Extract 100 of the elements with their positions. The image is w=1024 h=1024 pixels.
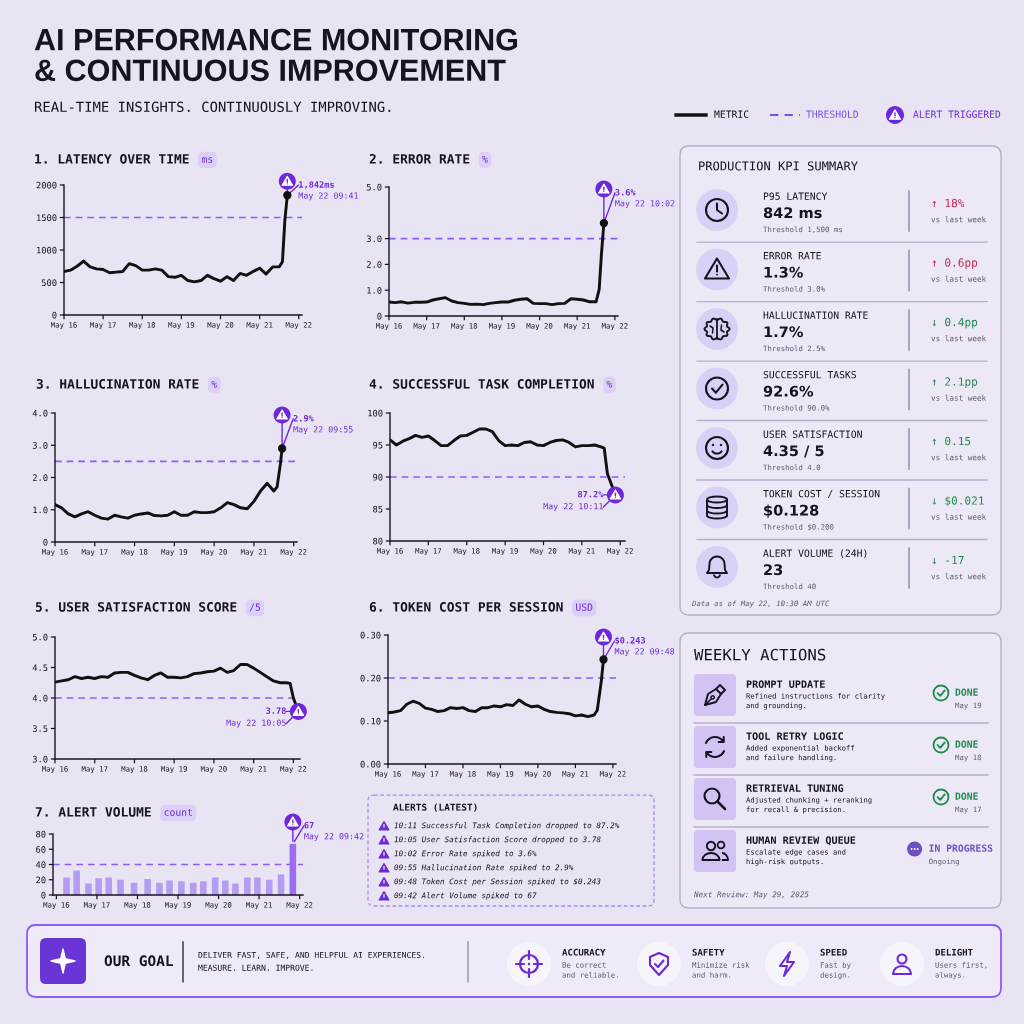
text: TOKEN COST / SESSION	[763, 489, 880, 499]
text: DELIVER FAST, SAFE, AND HELPFUL AI EXPERIENCES. MEASURE. LEARN. IMPROVE.	[198, 951, 425, 971]
y-tick-label: 3.5	[32, 725, 48, 732]
bar	[85, 883, 92, 895]
y-tick-label: 95	[373, 441, 383, 449]
y-tick-label: 3.0	[32, 442, 48, 449]
text: 4.35 / 5	[763, 445, 824, 458]
bar	[222, 880, 229, 895]
bar	[243, 877, 251, 895]
y-tick-label: 0	[43, 538, 48, 546]
y-axis-title: %	[211, 380, 217, 388]
annotation: $0.243	[615, 636, 646, 645]
y-tick-label: 80	[373, 537, 383, 545]
text: $0.128	[764, 504, 819, 518]
text: SPEED	[820, 948, 847, 956]
text: ALERT TRIGGERED	[913, 110, 1001, 118]
y-tick-label: 3.0	[32, 755, 48, 763]
chart-title: 2. ERROR RATE	[369, 153, 470, 164]
y-axis-title: %	[606, 380, 613, 388]
text: IN PROGRESS	[929, 844, 993, 852]
text: 1.3%	[764, 266, 803, 278]
annotation: May 22 09:41	[298, 192, 358, 201]
y-tick-label: 1000	[37, 246, 57, 254]
bar	[166, 880, 173, 895]
y-tick-label: 2000	[36, 181, 57, 189]
y-tick-label: 0.10	[360, 717, 381, 725]
text: USER SATISFACTION	[763, 430, 862, 438]
y-tick-label: 0.20	[360, 674, 381, 682]
y-axis-title: %	[482, 155, 488, 163]
text: HUMAN REVIEW QUEUE	[746, 836, 856, 846]
text: DONE	[955, 792, 978, 800]
y-tick-label: 40	[35, 861, 46, 868]
y-axis-title: count	[164, 808, 192, 816]
text: METRIC	[714, 110, 749, 118]
y-tick-label: 500	[41, 279, 57, 286]
y-tick-label: 5.0	[366, 183, 382, 191]
y-tick-label: 100	[368, 409, 383, 417]
text: ALERT VOLUME (24H)	[763, 549, 867, 558]
y-tick-label: 1.0	[367, 287, 382, 294]
y-tick-label: 60	[36, 846, 46, 853]
y-tick-label: 1500	[37, 214, 57, 221]
y-tick-label: 4.0	[32, 694, 48, 702]
text: SAFETY	[692, 948, 725, 956]
text: PRODUCTION KPI SUMMARY	[699, 161, 858, 171]
text: ALERTS (LATEST)	[393, 803, 477, 812]
chart-title: 7. ALERT VOLUME	[35, 806, 151, 817]
annotation: May 22 10:05	[226, 719, 286, 728]
text: ERROR RATE	[763, 251, 821, 260]
bar	[265, 879, 273, 895]
y-tick-label: 0	[41, 891, 46, 899]
text: OUR GOAL	[104, 955, 173, 967]
text: 92.6%	[763, 385, 814, 397]
annotation: May 22 09:55	[293, 426, 353, 435]
annotation: May 22 09:42	[304, 833, 364, 841]
text: 23	[764, 564, 783, 576]
y-tick-label: 80	[36, 830, 46, 838]
text: ACCURACY	[562, 948, 606, 956]
text: HALLUCINATION RATE	[763, 311, 868, 319]
text: ↓ $0.021	[932, 496, 984, 507]
text: ↓ -17	[932, 555, 964, 565]
y-tick-label: 4.5	[32, 664, 48, 671]
y-tick-label: 0.30	[360, 631, 381, 639]
y-tick-label: 0	[52, 311, 57, 319]
text: WEEKLY ACTIONS	[694, 648, 826, 661]
y-tick-label: 90	[373, 473, 383, 481]
annotation: May 22 10:02	[615, 200, 675, 209]
y-tick-label: 1.0	[33, 506, 48, 514]
annotation: 87.2%	[578, 490, 604, 498]
text: SUCCESSFUL TASKS	[763, 370, 857, 379]
text: P95 LATENCY	[763, 192, 828, 200]
chart-title: 1. LATENCY OVER TIME	[35, 153, 189, 164]
y-axis-title: ms	[202, 157, 213, 163]
annotation: 3.6%	[615, 188, 636, 196]
text: 1.7%	[764, 326, 803, 338]
text: ↓ 0.4pp	[932, 317, 978, 329]
text: DONE	[955, 688, 978, 696]
text: PROMPT UPDATE	[746, 680, 825, 688]
text: 842 ms	[763, 207, 822, 219]
bar	[95, 878, 102, 895]
text: ↑ 0.6pp	[932, 258, 978, 269]
text: RETRIEVAL TUNING	[746, 784, 844, 792]
y-tick-label: 0	[377, 312, 382, 320]
y-tick-label: 2.0	[366, 261, 382, 268]
bar	[73, 870, 80, 895]
y-tick-label: 3.0	[366, 235, 382, 243]
annotation: 67	[304, 821, 314, 829]
annotation: 2.9%	[293, 414, 314, 422]
text: ↑ 18%	[932, 198, 965, 208]
text: ↑ 0.15	[932, 436, 971, 446]
text: DONE	[955, 740, 978, 748]
bar	[254, 877, 261, 895]
bar	[200, 881, 207, 895]
text: DELIGHT	[935, 948, 973, 956]
text: TOOL RETRY LOGIC	[746, 732, 843, 740]
chart-title: 6. TOKEN COST PER SESSION	[369, 601, 563, 612]
chart-title: 3. HALLUCINATION RATE	[36, 378, 199, 389]
y-axis-title: USD	[576, 603, 593, 611]
y-tick-label: 85	[373, 505, 383, 513]
text: REAL-TIME INSIGHTS. CONTINUOUSLY IMPROVING.	[34, 101, 391, 113]
y-tick-label: 5.0	[32, 633, 48, 641]
